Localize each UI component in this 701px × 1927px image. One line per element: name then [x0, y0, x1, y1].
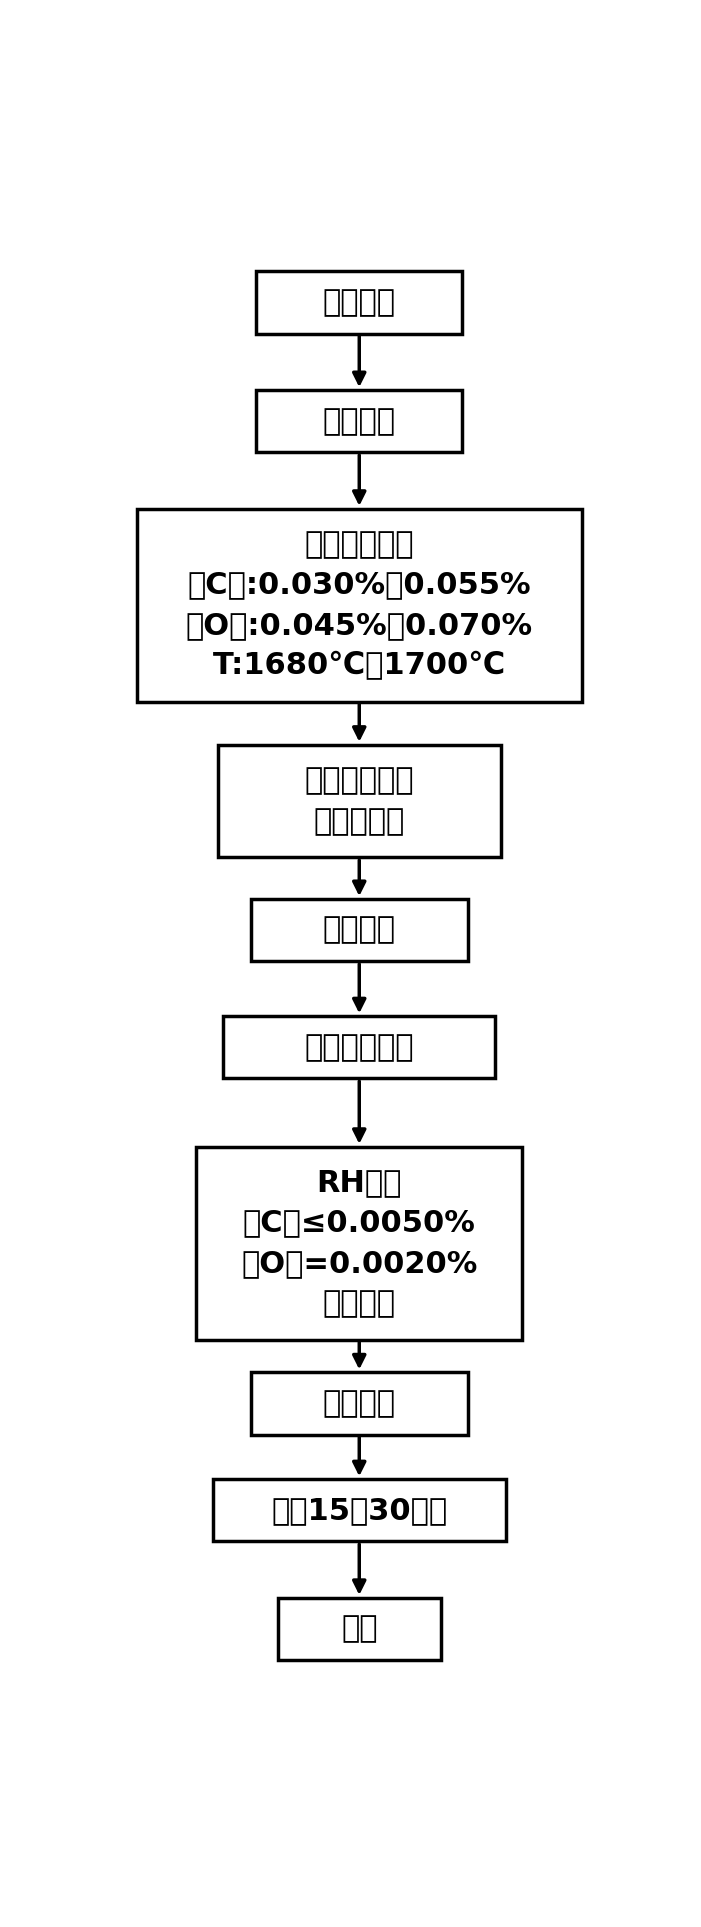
Text: 氩站吹氩: 氩站吹氩 [322, 915, 396, 944]
FancyBboxPatch shape [212, 1480, 506, 1542]
Text: 镇静15～30分钟: 镇静15～30分钟 [271, 1495, 447, 1524]
Text: 出钢不预脱氧
大包造新渣: 出钢不预脱氧 大包造新渣 [304, 767, 414, 836]
FancyBboxPatch shape [218, 746, 501, 858]
FancyBboxPatch shape [251, 1372, 468, 1434]
FancyBboxPatch shape [256, 272, 463, 333]
Text: 连铸: 连铸 [341, 1615, 378, 1644]
FancyBboxPatch shape [137, 509, 582, 701]
FancyBboxPatch shape [256, 389, 463, 453]
FancyBboxPatch shape [196, 1147, 522, 1339]
Text: 转炉吹炼终点
［C］:0.030%～0.055%
［O］:0.045%～0.070%
T:1680℃～1700℃: 转炉吹炼终点 ［C］:0.030%～0.055% ［O］:0.045%～0.07… [186, 530, 533, 680]
Text: 铁水脱硫: 铁水脱硫 [322, 287, 396, 316]
FancyBboxPatch shape [278, 1597, 441, 1661]
Text: RH精炼
［C］≤0.0050%
［O］=0.0020%
成分微调: RH精炼 ［C］≤0.0050% ［O］=0.0020% 成分微调 [241, 1168, 477, 1318]
Text: 转炉冶炼: 转炉冶炼 [322, 407, 396, 436]
FancyBboxPatch shape [251, 898, 468, 962]
Text: 测温取样: 测温取样 [322, 1389, 396, 1418]
Text: 定氧测温取样: 定氧测温取样 [304, 1033, 414, 1062]
FancyBboxPatch shape [224, 1016, 495, 1079]
